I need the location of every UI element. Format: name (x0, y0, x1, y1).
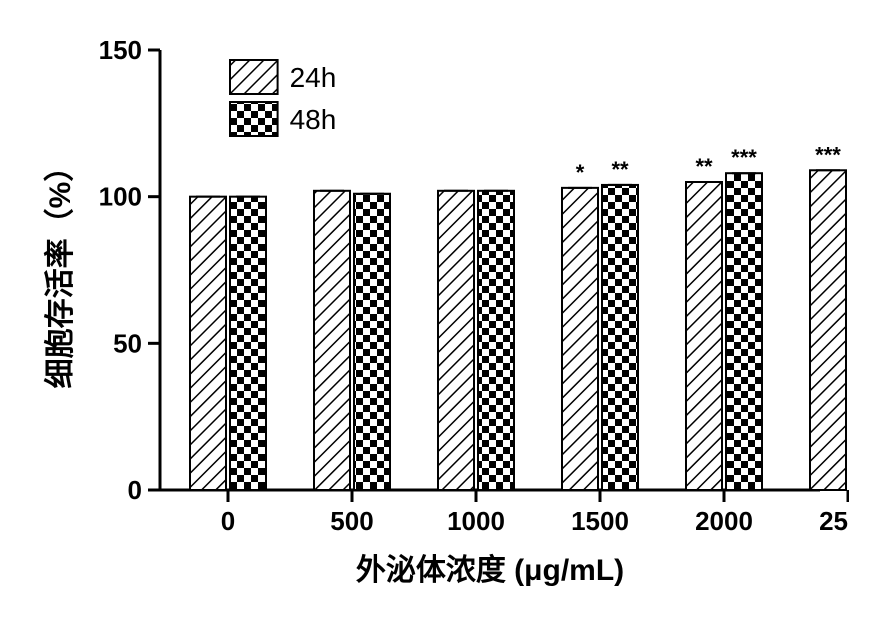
bar (602, 185, 638, 490)
significance-marker: ** (611, 157, 629, 182)
legend-swatch (230, 60, 278, 94)
bar-chart: 050100150细胞存活率（%）050010001500***2000****… (20, 20, 849, 622)
bar (726, 173, 762, 490)
x-tick-label: 0 (221, 506, 235, 536)
significance-marker: *** (815, 142, 841, 167)
x-tick-label: 2500 (819, 506, 849, 536)
y-tick-label: 50 (113, 328, 142, 358)
x-tick-label: 1000 (447, 506, 505, 536)
chart-container: 050100150细胞存活率（%）050010001500***2000****… (20, 20, 849, 622)
significance-marker: *** (731, 145, 757, 170)
bar (190, 197, 226, 490)
x-tick-label: 2000 (695, 506, 753, 536)
bar (810, 170, 846, 490)
bar (438, 191, 474, 490)
legend-swatch (230, 102, 278, 136)
legend-label: 24h (290, 62, 337, 93)
y-tick-label: 150 (99, 35, 142, 65)
bar (686, 182, 722, 490)
bar (314, 191, 350, 490)
y-axis-title: 细胞存活率（%） (43, 152, 77, 389)
y-tick-label: 0 (128, 475, 142, 505)
x-tick-label: 500 (330, 506, 373, 536)
bar (230, 197, 266, 490)
significance-marker: ** (695, 154, 713, 179)
bar (354, 194, 390, 490)
legend-label: 48h (290, 104, 337, 135)
x-axis-title: 外泌体浓度 (μg/mL) (356, 554, 624, 587)
x-tick-label: 1500 (571, 506, 629, 536)
bar (562, 188, 598, 490)
bar (478, 191, 514, 490)
significance-marker: * (576, 160, 585, 185)
y-tick-label: 100 (99, 182, 142, 212)
